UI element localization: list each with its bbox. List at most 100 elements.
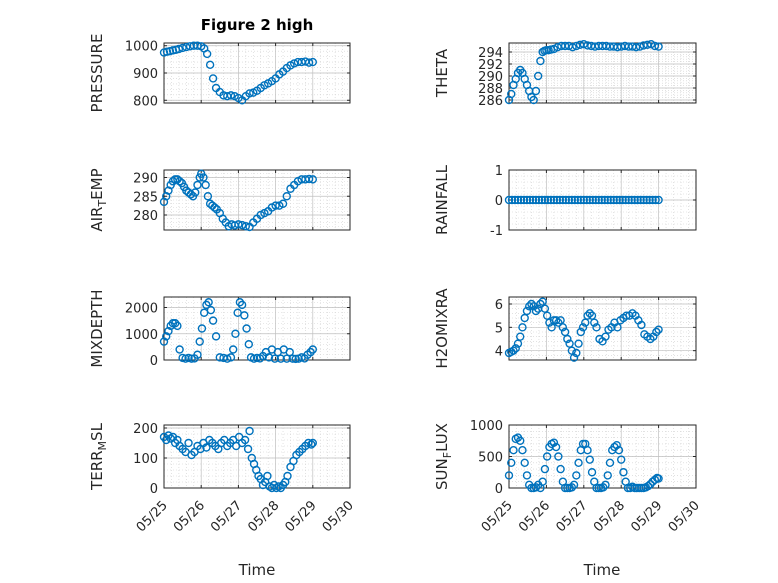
data-point <box>510 195 520 205</box>
data-point <box>592 323 601 332</box>
y-tick-label: 0 <box>495 482 503 497</box>
data-point <box>276 354 286 363</box>
data-point <box>533 71 543 81</box>
y-tick-label: 292 <box>478 58 503 73</box>
y-axis-label: AIRTEMP <box>88 168 109 231</box>
data-point <box>285 347 294 357</box>
data-point <box>615 195 624 205</box>
data-point <box>537 195 547 205</box>
data-point <box>538 477 547 486</box>
data-point <box>509 346 518 355</box>
data-point <box>308 175 317 184</box>
data-point <box>619 468 628 477</box>
data-point <box>233 308 242 317</box>
data-point <box>536 56 545 66</box>
y-axis-label-subscript: F <box>441 452 454 458</box>
x-tick-label: 05/29 <box>628 498 665 535</box>
x-tick-label: 05/30 <box>320 498 357 535</box>
data-point <box>654 474 663 483</box>
data-point <box>576 195 586 205</box>
data-point <box>549 195 559 205</box>
data-point <box>612 440 621 450</box>
data-point <box>597 195 606 205</box>
data-point <box>531 195 541 205</box>
y-axis-label: SUNFLUX <box>433 423 454 490</box>
data-point <box>558 323 568 332</box>
data-point <box>528 195 538 205</box>
data-point <box>241 222 251 231</box>
data-point <box>202 443 211 452</box>
data-point <box>184 438 193 448</box>
data-point <box>599 483 608 492</box>
data-point <box>650 475 660 485</box>
data-point <box>558 195 568 205</box>
x-tick-label: 05/29 <box>283 498 320 535</box>
data-point <box>288 354 297 363</box>
y-tick-label: 900 <box>133 67 158 82</box>
data-point <box>606 195 615 205</box>
data-point <box>191 188 200 197</box>
y-axis-label: MIXDEPTH <box>88 289 106 367</box>
data-point <box>522 471 532 480</box>
data-point <box>173 321 182 331</box>
data-point <box>282 192 291 201</box>
data-point <box>646 480 655 489</box>
data-point <box>563 334 572 344</box>
x-tick-label: 05/28 <box>245 498 282 535</box>
data-point <box>164 326 173 336</box>
data-point <box>542 311 552 320</box>
y-tick-label: 2000 <box>125 302 158 317</box>
data-point <box>591 195 600 205</box>
data-point <box>603 195 612 205</box>
panel-sun_flux: 0 500 1000 SUNFLUX 05/25 05/26 05/27 05/28 05/29… <box>433 419 703 535</box>
panel-mixdepth: 0 1000 2000 MIXDEPTH <box>88 289 351 369</box>
data-point <box>270 354 280 363</box>
y-tick-label: 6 <box>495 298 503 313</box>
data-point <box>609 195 618 205</box>
data-point <box>612 195 621 205</box>
data-point <box>522 195 532 205</box>
data-point <box>518 323 527 332</box>
data-point <box>624 195 633 205</box>
data-point <box>551 442 561 452</box>
data-point <box>621 195 630 205</box>
data-point <box>617 455 626 464</box>
data-point <box>572 41 581 51</box>
data-point <box>569 480 579 490</box>
data-point <box>531 483 541 492</box>
data-point <box>614 446 624 455</box>
data-point <box>654 325 663 334</box>
y-axis-label-tail: LUX <box>433 423 451 452</box>
data-point <box>588 195 597 205</box>
data-point <box>648 195 657 205</box>
y-axis-label-subscript: M <box>96 441 109 451</box>
data-point <box>527 299 536 309</box>
data-point <box>567 195 577 205</box>
data-point <box>307 440 316 449</box>
data-point <box>206 305 216 315</box>
y-tick-label: 286 <box>478 94 503 109</box>
y-tick-label: 0 <box>150 354 158 369</box>
y-axis-label-tail: SL <box>88 422 106 441</box>
data-point <box>226 353 236 362</box>
data-point <box>569 353 579 362</box>
data-point <box>242 324 251 333</box>
data-point <box>524 302 534 311</box>
data-point <box>549 438 559 447</box>
data-point <box>244 340 254 349</box>
y-tick-label: 290 <box>133 172 158 187</box>
data-point <box>585 195 594 205</box>
data-point <box>199 173 208 182</box>
data-point <box>201 180 210 190</box>
data-point <box>162 332 171 341</box>
data-point <box>509 446 518 455</box>
data-point <box>627 195 636 205</box>
data-point <box>572 348 581 358</box>
y-axis-label: RAINFALL <box>433 164 451 235</box>
data-point <box>561 195 571 205</box>
data-point <box>552 195 562 205</box>
data-point <box>572 471 581 480</box>
data-point <box>618 195 627 205</box>
